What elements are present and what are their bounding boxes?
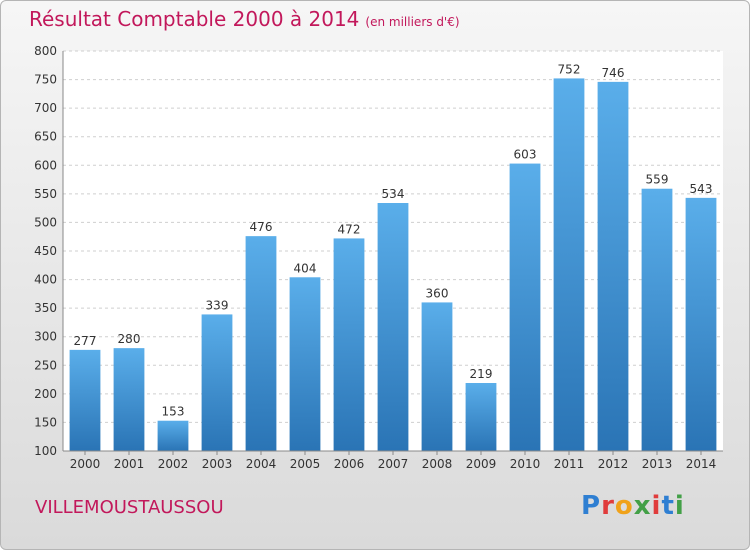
x-tick-labels: 2000 2001 2002 2003 2004 2005 2006 2007 2008 2009…: [70, 451, 717, 471]
proxiti-logo: Proxiti: [581, 491, 685, 521]
x-tick-label: 2000: [70, 457, 101, 471]
logo-letter: i: [674, 491, 685, 521]
bar-2010: [509, 163, 541, 452]
y-tick-label: 250: [34, 358, 57, 372]
x-tick-label: 2009: [466, 457, 497, 471]
bar-2006: [333, 238, 365, 451]
data-label-2000: 277: [74, 334, 97, 348]
y-tick-label: 150: [34, 415, 57, 429]
logo-letter: r: [601, 491, 615, 521]
data-label-2003: 339: [206, 298, 229, 312]
logo-letter: i: [651, 491, 662, 521]
bar-2000: [69, 349, 101, 451]
data-label-2011: 752: [558, 62, 581, 76]
bar-2014: [685, 197, 717, 451]
y-tick-label: 650: [34, 130, 57, 144]
y-tick-labels: 100 150 200 250 300 350 400 450 500 550 600 650 700 7…: [34, 44, 57, 458]
data-label-2013: 559: [646, 173, 669, 187]
x-tick-label: 2006: [334, 457, 365, 471]
data-label-2007: 534: [382, 187, 405, 201]
x-tick-label: 2001: [114, 457, 145, 471]
x-tick-label: 2013: [642, 457, 673, 471]
bar-2012: [597, 81, 629, 451]
data-label-2014: 543: [690, 182, 713, 196]
bar-2008: [421, 302, 453, 451]
logo-letter: x: [633, 491, 652, 521]
y-tick-label: 450: [34, 244, 57, 258]
y-tick-label: 800: [34, 44, 57, 58]
y-tick-label: 550: [34, 187, 57, 201]
logo-letter: P: [581, 491, 602, 521]
y-tick-label: 500: [34, 215, 57, 229]
data-label-2012: 746: [602, 66, 625, 80]
data-labels: 277 280 153 339 476 404 472 534 360 219 603 752 746 5…: [74, 62, 713, 418]
y-tick-label: 100: [34, 444, 57, 458]
x-tick-label: 2014: [686, 457, 717, 471]
bars: [69, 78, 717, 452]
bar-2002: [157, 420, 189, 451]
x-tick-label: 2010: [510, 457, 541, 471]
data-label-2009: 219: [470, 367, 493, 381]
chart-title: Résultat Comptable 2000 à 2014: [29, 7, 360, 31]
x-tick-label: 2012: [598, 457, 629, 471]
y-tick-label: 600: [34, 158, 57, 172]
data-label-2008: 360: [426, 286, 449, 300]
x-tick-label: 2007: [378, 457, 409, 471]
data-label-2005: 404: [294, 261, 317, 275]
bar-2007: [377, 203, 409, 451]
x-tick-label: 2003: [202, 457, 233, 471]
x-tick-label: 2005: [290, 457, 321, 471]
y-tick-label: 400: [34, 273, 57, 287]
logo-letter: t: [661, 491, 675, 521]
bar-2003: [201, 314, 233, 451]
town-name: VILLEMOUSTAUSSOU: [35, 497, 224, 518]
data-label-2010: 603: [514, 148, 537, 162]
bar-2005: [289, 277, 321, 451]
bar-2001: [113, 348, 145, 451]
y-tick-label: 750: [34, 73, 57, 87]
logo-letter: o: [614, 491, 634, 521]
data-label-2004: 476: [250, 220, 273, 234]
data-label-2001: 280: [118, 332, 141, 346]
data-label-2006: 472: [338, 222, 361, 236]
y-tick-label: 700: [34, 101, 57, 115]
y-tick-label: 200: [34, 387, 57, 401]
x-tick-label: 2002: [158, 457, 189, 471]
chart-title-block: Résultat Comptable 2000 à 2014 (en millie…: [29, 7, 460, 31]
bar-2013: [641, 188, 673, 451]
bar-2009: [465, 383, 497, 451]
x-tick-label: 2008: [422, 457, 453, 471]
y-tick-label: 300: [34, 330, 57, 344]
chart-unit: (en milliers d'€): [365, 15, 460, 29]
x-tick-label: 2011: [554, 457, 585, 471]
y-tick-label: 350: [34, 301, 57, 315]
data-label-2002: 153: [162, 405, 185, 419]
x-tick-label: 2004: [246, 457, 277, 471]
bar-2004: [245, 236, 277, 451]
bar-2011: [553, 78, 585, 451]
